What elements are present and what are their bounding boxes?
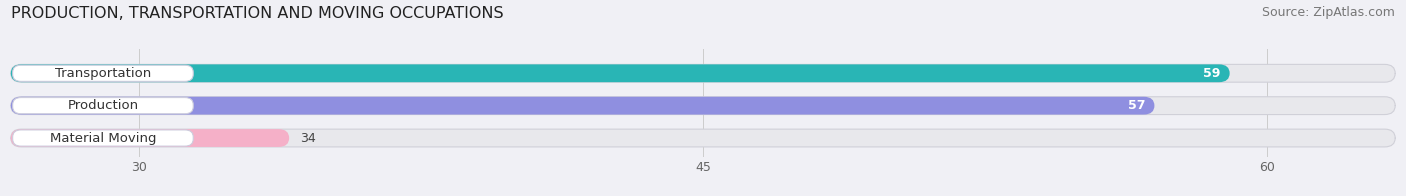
FancyBboxPatch shape	[11, 64, 1395, 82]
Text: 34: 34	[301, 132, 316, 144]
FancyBboxPatch shape	[11, 97, 1395, 114]
FancyBboxPatch shape	[13, 65, 193, 81]
FancyBboxPatch shape	[13, 98, 193, 114]
FancyBboxPatch shape	[11, 64, 1230, 82]
Text: Production: Production	[67, 99, 139, 112]
Text: Transportation: Transportation	[55, 67, 150, 80]
Text: PRODUCTION, TRANSPORTATION AND MOVING OCCUPATIONS: PRODUCTION, TRANSPORTATION AND MOVING OC…	[11, 6, 503, 21]
Text: Material Moving: Material Moving	[49, 132, 156, 144]
Text: 57: 57	[1128, 99, 1144, 112]
FancyBboxPatch shape	[13, 130, 193, 146]
FancyBboxPatch shape	[11, 129, 290, 147]
Text: Source: ZipAtlas.com: Source: ZipAtlas.com	[1261, 6, 1395, 19]
FancyBboxPatch shape	[11, 129, 1395, 147]
Text: 59: 59	[1204, 67, 1220, 80]
FancyBboxPatch shape	[11, 97, 1154, 114]
